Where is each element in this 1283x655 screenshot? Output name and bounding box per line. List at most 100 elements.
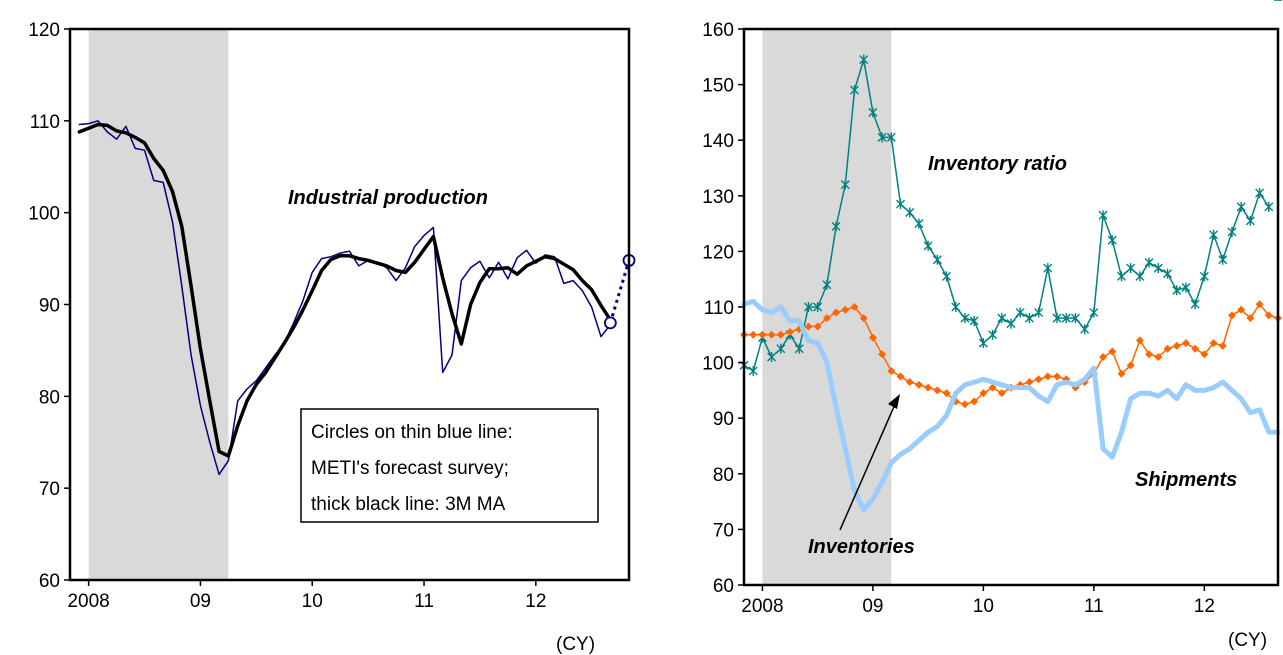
x-tick-label: 12	[525, 591, 546, 612]
inv_ratio-point	[1264, 201, 1274, 212]
x-tick-label: 09	[862, 596, 883, 617]
inv_ratio-point	[813, 302, 823, 312]
inv_ratio-point	[1153, 263, 1163, 274]
inventories-point	[1099, 353, 1108, 362]
x-tick-label: 10	[302, 591, 323, 612]
inventories-point	[758, 330, 767, 339]
inventories-point	[868, 333, 877, 342]
inventories-point	[1108, 347, 1117, 356]
inv_ratio-point	[1107, 235, 1117, 246]
inventories-point	[1246, 314, 1255, 323]
series-layer	[77, 120, 613, 476]
inv_ratio-point	[794, 343, 804, 354]
inv_ratio-point	[951, 302, 961, 312]
inv_ratio-point	[1089, 307, 1099, 318]
y-tick-label: 100	[28, 204, 60, 225]
x-axis-ticks: 2008 09 10 11 12	[741, 585, 1215, 617]
inv_ratio-point	[748, 365, 758, 376]
inv_ratio-point	[923, 240, 933, 251]
inventories-point	[859, 314, 868, 323]
y-tick-label: 80	[39, 387, 60, 408]
inv_ratio-point	[1061, 313, 1071, 324]
industrial-production-label: Industrial production	[288, 187, 488, 209]
inv_ratio-point	[1015, 307, 1025, 318]
inventories-point	[1117, 369, 1126, 378]
inventory-ratio-label: Inventory ratio	[928, 153, 1067, 175]
inv_ratio-point	[960, 313, 970, 324]
inv_ratio-point	[978, 338, 988, 349]
inventories-point	[1209, 339, 1218, 348]
inv_ratio-point	[988, 329, 998, 340]
inventories-point	[1053, 372, 1062, 381]
inv_ratio-point	[896, 199, 906, 210]
inv_ratio-point	[803, 302, 813, 312]
y-tick-label: 70	[713, 520, 734, 541]
inventories-point	[749, 330, 758, 339]
inventories-point	[804, 322, 813, 331]
inventories-point	[1172, 341, 1181, 350]
inventories-point	[1191, 344, 1200, 353]
inventories-point	[1043, 372, 1052, 381]
inv_ratio-point	[1043, 263, 1053, 274]
inv_ratio-point	[1070, 313, 1080, 324]
inv_ratio-point	[914, 218, 924, 229]
y-tick-label: 80	[713, 465, 734, 486]
inv_ratio-point	[905, 207, 915, 218]
inv_ratio-point	[776, 343, 786, 354]
inv_ratio-point	[1227, 226, 1237, 237]
inventories-point	[841, 305, 850, 314]
ip_ma-line	[77, 122, 613, 458]
y-tick-label: 130	[702, 187, 734, 208]
inv_ratio-point	[1098, 210, 1108, 221]
y-tick-label: 100	[702, 354, 734, 375]
inventories-point	[1126, 361, 1135, 370]
recession-shade	[762, 29, 892, 585]
y-tick-label: 120	[28, 20, 60, 41]
inventories-point	[767, 330, 776, 339]
x-tick-label: 2008	[67, 591, 109, 612]
x-axis-ticks: 2008 09 10 11 12	[67, 580, 546, 612]
inv_ratio-point	[859, 54, 869, 65]
y-tick-label: 60	[713, 576, 734, 597]
inventories-label: Inventories	[808, 536, 915, 558]
inventories-point	[1163, 344, 1172, 353]
y-tick-label: 90	[39, 296, 60, 317]
inv_ratio-point	[767, 352, 777, 363]
recession-shade	[88, 29, 229, 580]
inv_ratio-point	[942, 271, 952, 282]
inv_ratio-point	[1135, 271, 1145, 282]
inventories-point	[1227, 311, 1236, 320]
inventory-chart: 60 70 80 90 100 110 120 130 140 150 160 2008 09 10 11…	[702, 0, 1282, 651]
note-box-frame	[300, 408, 599, 523]
inv_ratio-point	[868, 107, 878, 118]
ip_monthly-line	[78, 120, 612, 476]
inventories-point	[1145, 350, 1154, 359]
note-line-1: Circles on thin blue line:	[311, 422, 513, 443]
inventories-point	[1264, 311, 1273, 320]
inventories-point	[1237, 305, 1246, 314]
x-axis-unit-label: (CY)	[556, 634, 595, 655]
inv_ratio-point	[1006, 318, 1016, 329]
forecast-connector	[608, 259, 631, 324]
inventories-point	[822, 314, 831, 323]
inventories-point	[832, 308, 841, 317]
inv_ratio-point	[1144, 257, 1154, 268]
inv_ratio-point	[1163, 268, 1173, 279]
inv_ratio-point	[840, 179, 850, 190]
series-layer	[739, 0, 1282, 513]
y-tick-label: 110	[704, 298, 734, 319]
inv_ratio-point	[1218, 254, 1228, 265]
inventories-point	[850, 303, 859, 311]
inventories-point	[1200, 350, 1209, 359]
shipments-line	[741, 298, 1281, 513]
y-axis-ticks: 60 70 80 90 100 110 120	[28, 20, 70, 592]
inventories-point	[924, 383, 933, 392]
inv_ratio-point	[877, 132, 887, 143]
inv_ratio-point	[1116, 271, 1126, 282]
y-tick-label: 160	[702, 20, 734, 41]
y-tick-label: 110	[30, 112, 60, 133]
inventories-point	[914, 380, 923, 389]
x-tick-label: 12	[1194, 596, 1215, 617]
inv_ratio-point	[932, 254, 942, 265]
